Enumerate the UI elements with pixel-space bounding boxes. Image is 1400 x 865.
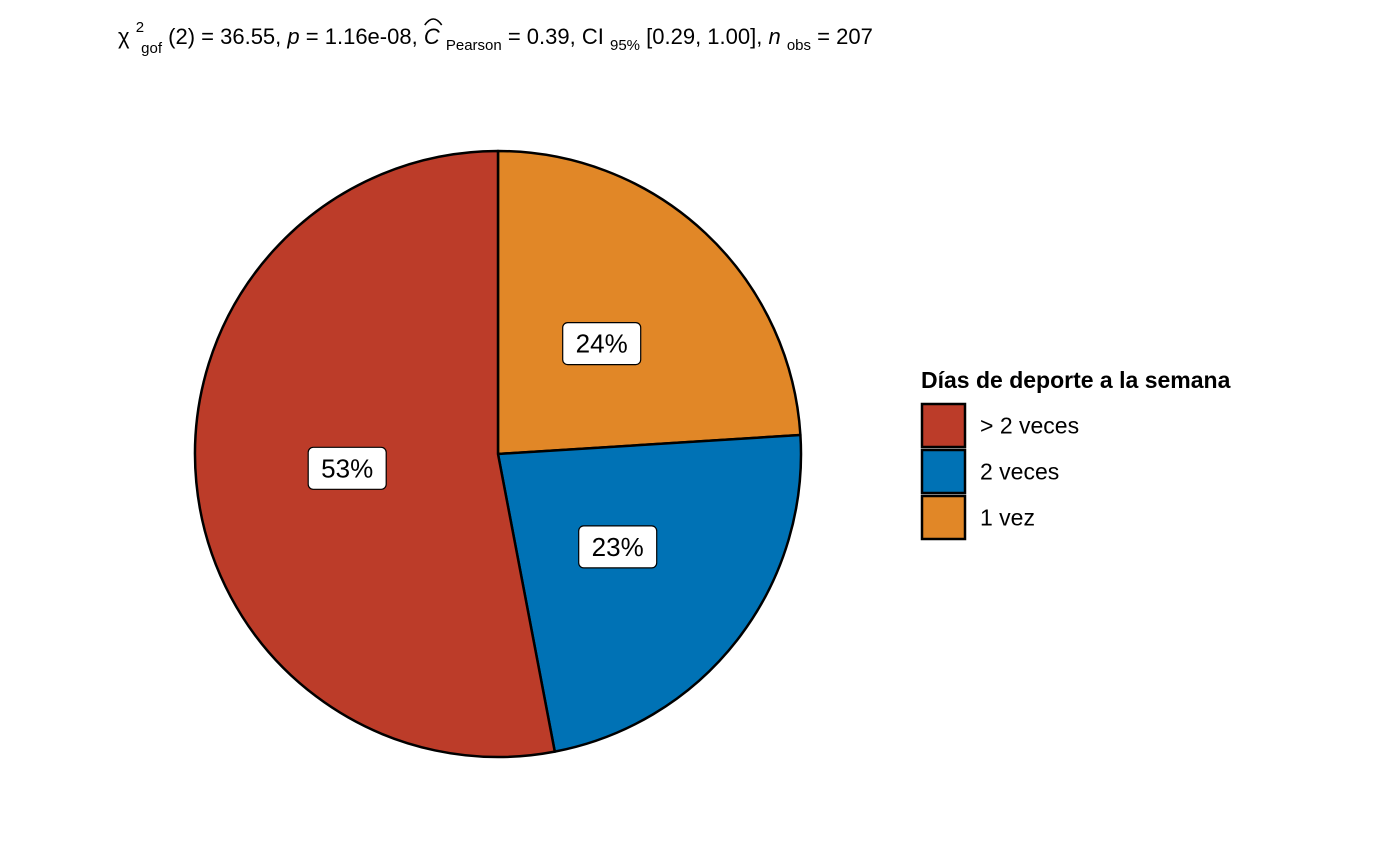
pie-slice [496,149,802,456]
slice-label-box [578,525,658,569]
slice-label-text: 24% [576,329,628,359]
chi-subscript: gof [141,40,163,57]
slice-label-box [562,322,642,366]
hat-accent-mark [424,18,443,26]
ci-subscript: 95% [610,37,640,54]
slice-data-label: 53% [307,446,387,490]
legend-key [920,402,967,449]
slice-labels: 24% 23% 53% [307,322,658,569]
chi-symbol: χ [118,24,130,49]
slice-label-box [307,446,387,490]
effect-size-symbol: C [424,24,440,49]
chart-legend: Días de deporte a la semana > 2 veces 2 v… [920,367,1231,541]
slice-label-text: 23% [592,532,644,562]
chart-subtitle: χ 2 gof (2) = 36.55, p = 1.16e-08, C Pea… [118,12,873,58]
statistic-value: = 36.55, [201,24,287,49]
n-value: = 207 [817,24,873,49]
effect-size-subscript: Pearson [446,37,502,54]
p-symbol: p [286,24,299,49]
legend-label: 1 vez [980,505,1035,531]
degrees-of-freedom: (2) [168,24,195,49]
pie-slice [496,433,803,753]
slice-data-label: 24% [562,322,642,366]
n-symbol: n [768,24,780,49]
legend-items: > 2 veces 2 veces 1 vez [920,402,1079,541]
legend-label: > 2 veces [980,413,1079,439]
pie-chart [193,149,803,759]
p-value: = 1.16e-08, [306,24,424,49]
effect-size-value: = 0.39, CI [508,24,604,49]
slice-label-text: 53% [321,453,373,483]
ci-value: [0.29, 1.00], [646,24,768,49]
legend-key [920,494,967,541]
legend-title: Días de deporte a la semana [921,367,1231,393]
slice-data-label: 23% [578,525,658,569]
chi-superscript: 2 [136,19,144,36]
n-subscript: obs [787,37,811,54]
legend-key [920,448,967,495]
legend-label: 2 veces [980,459,1059,485]
